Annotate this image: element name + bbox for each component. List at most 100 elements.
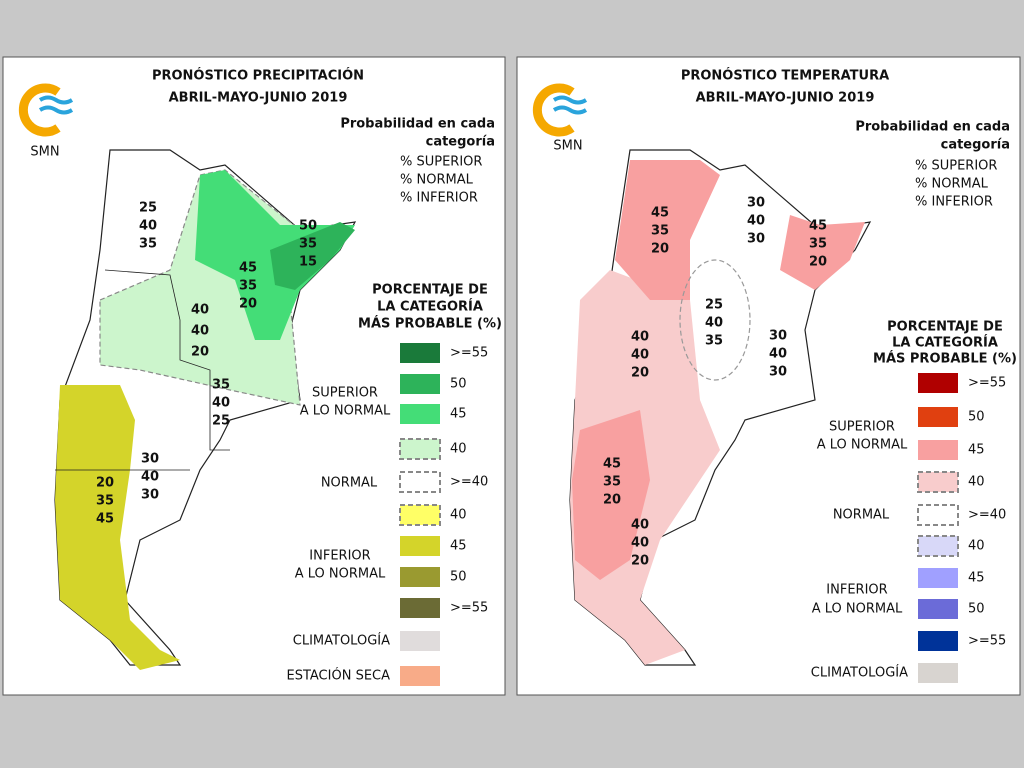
region-value: 35	[705, 334, 723, 349]
region-value: 20	[603, 493, 621, 508]
region-value: 35	[809, 237, 827, 252]
legend-swatch	[400, 343, 440, 363]
region-value: 30	[747, 232, 765, 247]
key-title: Probabilidad en cada	[340, 117, 495, 132]
region-value: 40	[631, 518, 649, 533]
group-label: A LO NORMAL	[812, 602, 903, 617]
group-label: INFERIOR	[826, 583, 887, 598]
legend-label: 50	[968, 602, 985, 617]
legend-swatch	[400, 404, 440, 424]
key-line: % SUPERIOR	[915, 159, 997, 174]
region-value: 40	[141, 470, 159, 485]
scale-title: LA CATEGORÍA	[892, 335, 998, 351]
region-value: 35	[603, 475, 621, 490]
region-value: 25	[705, 298, 723, 313]
legend-label: >=55	[968, 376, 1006, 391]
region-value: 45	[239, 261, 257, 276]
legend-swatch	[918, 407, 958, 427]
region-value: 15	[299, 255, 317, 270]
legend-swatch	[400, 567, 440, 587]
region-value: 20	[631, 366, 649, 381]
legend-label: 40	[968, 475, 985, 490]
region-value: 40	[631, 536, 649, 551]
key-line: % SUPERIOR	[400, 155, 482, 170]
group-label: A LO NORMAL	[817, 438, 908, 453]
region-value: 30	[769, 365, 787, 380]
legend-label: CLIMATOLOGÍA	[811, 665, 908, 681]
title: PRONÓSTICO TEMPERATURA	[681, 68, 889, 84]
legend-label: >=55	[450, 346, 488, 361]
legend-label: CLIMATOLOGÍA	[293, 633, 390, 649]
legend-swatch	[918, 599, 958, 619]
region-value: 20	[96, 476, 114, 491]
legend-swatch	[917, 504, 959, 526]
legend-label: 40	[450, 442, 467, 457]
region-value: 45	[603, 457, 621, 472]
region-value: 45	[809, 219, 827, 234]
group-label: NORMAL	[321, 476, 378, 491]
region-value: 35	[96, 494, 114, 509]
region-value: 20	[809, 255, 827, 270]
legend-swatch	[917, 471, 959, 493]
legend-swatch	[399, 438, 441, 460]
region-value: 30	[141, 452, 159, 467]
legend-label: 45	[968, 443, 985, 458]
region-value: 45	[651, 206, 669, 221]
region-value: 20	[239, 297, 257, 312]
legend-label: 45	[968, 571, 985, 586]
legend-label: 45	[450, 407, 467, 422]
region-value: 40	[747, 214, 765, 229]
key-title: Probabilidad en cada	[855, 120, 1010, 135]
scale-title: MÁS PROBABLE (%)	[873, 351, 1017, 367]
title: ABRIL-MAYO-JUNIO 2019	[169, 91, 348, 106]
scale-title: LA CATEGORÍA	[377, 299, 483, 315]
legend-label: 40	[968, 539, 985, 554]
region-value: 40	[191, 324, 209, 339]
key-title: categoría	[941, 138, 1010, 153]
scale-title: MÁS PROBABLE (%)	[358, 316, 502, 332]
legend-label: 50	[968, 410, 985, 425]
scale-title: PORCENTAJE DE	[372, 283, 488, 298]
key-line: % NORMAL	[915, 177, 989, 192]
region-value: 35	[139, 237, 157, 252]
region-value: 30	[747, 196, 765, 211]
logo-text: SMN	[30, 145, 59, 160]
region-value: 25	[139, 201, 157, 216]
legend-swatch	[918, 631, 958, 651]
region-value: 40	[769, 347, 787, 362]
region-value: 20	[191, 345, 209, 360]
region-value: 25	[212, 414, 230, 429]
region-value: 40	[631, 330, 649, 345]
region-value: 40	[139, 219, 157, 234]
legend-swatch	[400, 666, 440, 686]
group-label: SUPERIOR	[829, 420, 895, 435]
region-value: 45	[96, 512, 114, 527]
group-label: SUPERIOR	[312, 386, 378, 401]
region-value: 35	[651, 224, 669, 239]
legend-label: >=40	[968, 508, 1006, 523]
legend-swatch	[918, 440, 958, 460]
region-value: 50	[299, 219, 317, 234]
legend-label: >=40	[450, 475, 488, 490]
logo	[18, 83, 588, 137]
key-line: % NORMAL	[400, 173, 474, 188]
legend-swatch	[917, 535, 959, 557]
title: PRONÓSTICO PRECIPITACIÓN	[152, 68, 364, 84]
legend-label: 50	[450, 377, 467, 392]
key-line: % INFERIOR	[915, 195, 993, 210]
region-value: 35	[212, 378, 230, 393]
legend-label: >=55	[450, 601, 488, 616]
region-value: 40	[631, 348, 649, 363]
region-value: 20	[631, 554, 649, 569]
legend-swatch	[400, 536, 440, 556]
legend-swatch	[918, 663, 958, 683]
region-value: 35	[299, 237, 317, 252]
legend-label: 50	[450, 570, 467, 585]
region-value: 20	[651, 242, 669, 257]
legend-label: 40	[450, 508, 467, 523]
group-label: A LO NORMAL	[295, 567, 386, 582]
group-label: NORMAL	[833, 508, 890, 523]
group-label: A LO NORMAL	[300, 404, 391, 419]
region-value: 30	[141, 488, 159, 503]
